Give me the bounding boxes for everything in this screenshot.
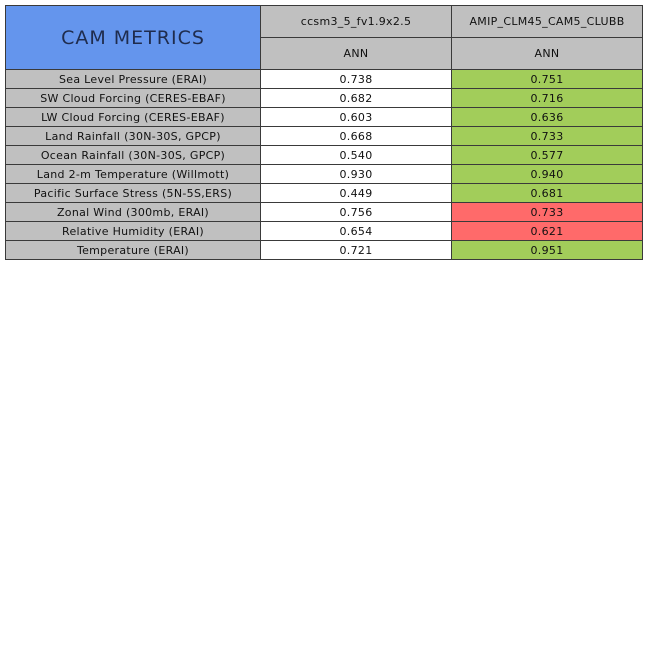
- table-row: Sea Level Pressure (ERAI) 0.738 0.751: [5, 69, 643, 89]
- column-header-period-2: ANN: [451, 37, 643, 70]
- table-row: Land 2-m Temperature (Willmott) 0.930 0.94…: [5, 164, 643, 184]
- table-row: Zonal Wind (300mb, ERAI) 0.756 0.733: [5, 202, 643, 222]
- metric-value-col-2: 0.951: [451, 240, 643, 260]
- column-header-model-1: ccsm3_5_fv1.9x2.5: [260, 5, 452, 38]
- metric-value-col-2: 0.733: [451, 202, 643, 222]
- metric-label: Zonal Wind (300mb, ERAI): [5, 202, 261, 222]
- metric-value-col-1: 0.540: [260, 145, 452, 165]
- metric-label: Temperature (ERAI): [5, 240, 261, 260]
- metric-label: Relative Humidity (ERAI): [5, 221, 261, 241]
- metric-value-col-1: 0.738: [260, 69, 452, 89]
- metric-value-col-2: 0.940: [451, 164, 643, 184]
- metric-value-col-1: 0.721: [260, 240, 452, 260]
- metric-value-col-1: 0.682: [260, 88, 452, 108]
- metric-label: Ocean Rainfall (30N-30S, GPCP): [5, 145, 261, 165]
- metric-value-col-2: 0.577: [451, 145, 643, 165]
- metric-label: Pacific Surface Stress (5N-5S,ERS): [5, 183, 261, 203]
- metric-value-col-1: 0.603: [260, 107, 452, 127]
- metric-value-col-2: 0.621: [451, 221, 643, 241]
- header-row-periods: ANN ANN: [6, 37, 643, 70]
- metric-value-col-1: 0.668: [260, 126, 452, 146]
- metric-value-col-1: 0.449: [260, 183, 452, 203]
- header-row-models: CAM METRICS ccsm3_5_fv1.9x2.5 AMIP_CLM45…: [5, 5, 643, 70]
- metric-value-col-2: 0.636: [451, 107, 643, 127]
- table-row: Relative Humidity (ERAI) 0.654 0.621: [5, 221, 643, 241]
- table-title: CAM METRICS: [5, 5, 261, 70]
- metric-value-col-1: 0.930: [260, 164, 452, 184]
- column-header-period-1: ANN: [260, 37, 452, 70]
- metric-label: Land 2-m Temperature (Willmott): [5, 164, 261, 184]
- table-row: Land Rainfall (30N-30S, GPCP) 0.668 0.733: [5, 126, 643, 146]
- table-row: LW Cloud Forcing (CERES-EBAF) 0.603 0.636: [5, 107, 643, 127]
- metric-value-col-2: 0.681: [451, 183, 643, 203]
- table-row: Temperature (ERAI) 0.721 0.951: [5, 240, 643, 260]
- metric-value-col-2: 0.716: [451, 88, 643, 108]
- metric-value-col-1: 0.756: [260, 202, 452, 222]
- metric-label: Sea Level Pressure (ERAI): [5, 69, 261, 89]
- table-row: SW Cloud Forcing (CERES-EBAF) 0.682 0.716: [5, 88, 643, 108]
- metrics-table: CAM METRICS ccsm3_5_fv1.9x2.5 AMIP_CLM45…: [5, 5, 643, 260]
- metric-value-col-1: 0.654: [260, 221, 452, 241]
- table-row: Pacific Surface Stress (5N-5S,ERS) 0.449 0…: [5, 183, 643, 203]
- metric-value-col-2: 0.733: [451, 126, 643, 146]
- metric-label: SW Cloud Forcing (CERES-EBAF): [5, 88, 261, 108]
- metric-label: Land Rainfall (30N-30S, GPCP): [5, 126, 261, 146]
- table-row: Ocean Rainfall (30N-30S, GPCP) 0.540 0.577: [5, 145, 643, 165]
- metric-value-col-2: 0.751: [451, 69, 643, 89]
- metric-label: LW Cloud Forcing (CERES-EBAF): [5, 107, 261, 127]
- column-header-model-2: AMIP_CLM45_CAM5_CLUBB: [451, 5, 643, 38]
